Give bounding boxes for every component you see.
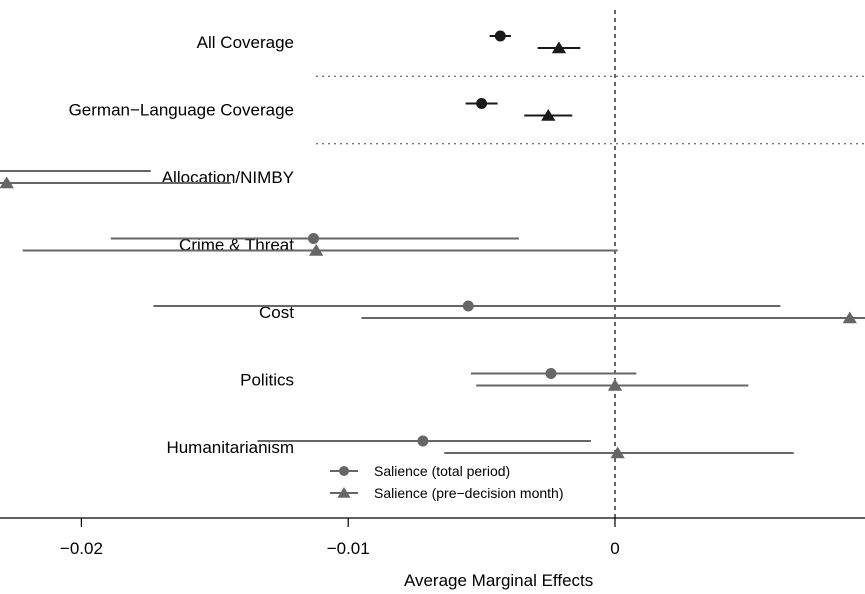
point-estimate xyxy=(842,311,857,324)
x-axis: −0.03−0.02−0.0100.010.02 xyxy=(0,517,865,558)
category-labels: All Coverage German−Language Coverage Allo… xyxy=(69,33,295,457)
separator-lines xyxy=(316,75,865,145)
legend-marker xyxy=(337,487,351,498)
point-estimate xyxy=(551,41,567,54)
point-estimate xyxy=(462,300,474,312)
point-estimate xyxy=(607,379,623,391)
point-estimate xyxy=(309,244,324,256)
point-estimate xyxy=(417,435,429,447)
point-estimate xyxy=(494,30,506,42)
point-estimate xyxy=(610,446,625,459)
category-label: Cost xyxy=(259,303,294,322)
x-tick-label: −0.02 xyxy=(60,539,103,558)
legend-marker xyxy=(339,466,349,476)
legend: Salience (total period) Salience (pre−dec… xyxy=(330,463,564,501)
legend-label: Salience (total period) xyxy=(374,463,510,479)
point-estimate xyxy=(308,233,320,244)
x-tick-label: 0 xyxy=(610,539,619,558)
point-estimate xyxy=(0,176,14,189)
point-estimate xyxy=(541,109,556,121)
category-label: All Coverage xyxy=(197,33,294,52)
point-estimate xyxy=(476,98,488,109)
x-axis-label: Average Marginal Effects xyxy=(404,571,593,590)
legend-label: Salience (pre−decision month) xyxy=(374,485,564,501)
point-estimate xyxy=(545,368,557,379)
category-label: Humanitarianism xyxy=(166,438,294,457)
x-tick-label: −0.01 xyxy=(327,539,370,558)
category-label: Allocation/NIMBY xyxy=(162,168,294,187)
category-label: Politics xyxy=(240,371,294,390)
plot-marks xyxy=(0,30,865,459)
category-label: German−Language Coverage xyxy=(69,101,294,120)
